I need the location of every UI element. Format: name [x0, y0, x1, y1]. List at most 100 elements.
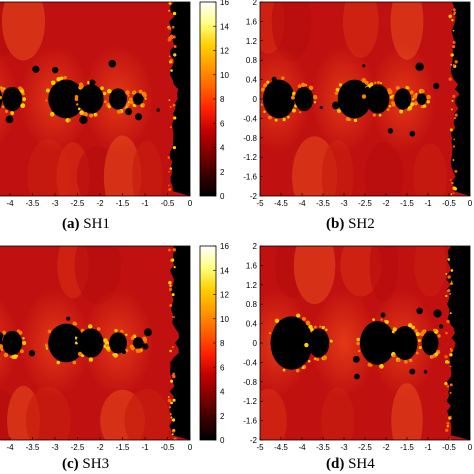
colorbar-tick-label: 2: [220, 168, 225, 177]
fractal-edge-speck: [173, 116, 177, 120]
x-tick-label: -1.5: [400, 199, 414, 208]
fractal-patch: [293, 246, 336, 305]
fractal-fringe: [22, 337, 25, 340]
fractal-edge-speck: [445, 272, 448, 275]
heatmap-panel: -4 -3.5 -3 -2.5 -2 -1.5 -1 -0.5 0 0 2 4 6 8 10 12 14 16: [0, 242, 229, 452]
x-tick-label: -1.5: [116, 199, 130, 208]
fractal-basin: [109, 332, 127, 354]
fractal-fringe: [313, 101, 317, 104]
x-tick-label: -1: [424, 443, 432, 452]
fractal-edge-speck: [171, 418, 176, 422]
fractal-fringe: [410, 102, 415, 107]
fractal-fringe: [377, 81, 380, 84]
colorbar-tick-label: 10: [220, 71, 229, 80]
fractal-fringe: [22, 340, 27, 346]
fractal-fringe: [68, 118, 71, 122]
fractal-fringe: [0, 95, 3, 100]
fractal-fringe: [386, 108, 390, 112]
fractal-fringe: [125, 90, 130, 95]
fractal-edge-speck: [449, 391, 452, 395]
fractal-edge-speck: [173, 44, 177, 49]
fractal-satellite: [0, 332, 4, 340]
colorbar-tick-label: 6: [220, 119, 225, 128]
x-tick-label: -1: [141, 443, 149, 452]
fractal-edge-speck: [450, 269, 454, 272]
fractal-fringe: [103, 91, 107, 96]
colorbar-tick-label: 0: [220, 192, 225, 201]
fractal-satellite: [66, 316, 71, 321]
fractal-fringe: [379, 364, 384, 369]
fractal-fringe: [414, 101, 418, 105]
fractal-edge-speck: [445, 294, 448, 298]
fractal-fringe: [130, 336, 135, 340]
fractal-edge-speck: [168, 170, 170, 173]
x-tick-label: -3.5: [316, 443, 330, 452]
colorbar-tick-label: 2: [220, 412, 225, 421]
fractal-fringe: [142, 103, 145, 106]
fractal-fringe: [129, 97, 133, 102]
fractal-fringe: [77, 107, 81, 111]
fractal-edge-speck: [169, 126, 172, 129]
fractal-fringe: [417, 339, 421, 343]
fractal-fringe: [45, 99, 48, 102]
colorbar-tick-label: 4: [220, 144, 225, 153]
fractal-basin: [132, 93, 144, 105]
fractal-basin: [421, 330, 439, 356]
fractal-edge-speck: [452, 159, 455, 161]
x-tick-label: -3: [340, 199, 348, 208]
fractal-fringe: [97, 327, 101, 331]
fractal-fringe: [437, 334, 441, 338]
fractal-fringe: [0, 86, 3, 89]
fractal-fringe: [274, 118, 278, 122]
fractal-fringe: [22, 97, 27, 102]
fractal-fringe: [89, 113, 94, 118]
fractal-edge-speck: [168, 2, 172, 5]
fractal-basin: [78, 84, 104, 114]
fractal-fringe: [422, 104, 427, 108]
fractal-satellite: [354, 373, 360, 380]
fractal-satellite: [407, 337, 416, 347]
fractal-fringe: [72, 321, 77, 326]
fractal-satellite: [108, 59, 117, 68]
fractal-edge-speck: [447, 320, 450, 324]
fractal-edge-speck: [170, 36, 174, 40]
fractal-fringe: [75, 103, 79, 106]
fractal-edge-speck: [169, 413, 172, 415]
fractal-fringe: [45, 343, 48, 346]
fractal-fringe: [387, 89, 393, 95]
fractal-fringe: [292, 108, 296, 113]
fractal-patch: [260, 388, 287, 440]
fractal-satellite: [416, 307, 423, 315]
fractal-patch: [369, 246, 399, 303]
fractal-basin: [109, 88, 127, 110]
fractal-fringe: [391, 101, 395, 105]
caption-b: (b) SH2: [326, 216, 375, 233]
fractal-fringe: [414, 329, 418, 333]
fractal-patch: [25, 386, 71, 440]
fractal-fringe: [407, 323, 413, 328]
fractal-satellite: [362, 64, 366, 68]
fractal-patch: [74, 246, 121, 305]
colorbar-tick-label: 16: [220, 0, 229, 7]
fractal-edge-speck: [172, 398, 176, 402]
fractal-edge-speck: [445, 331, 448, 335]
fractal-edge-speck: [450, 193, 453, 196]
y-tick-label: -0.4: [243, 114, 257, 123]
fractal-edge-speck: [167, 396, 170, 398]
fractal-edge-speck: [450, 282, 453, 285]
fractal-fringe: [0, 344, 4, 349]
fractal-fringe: [47, 329, 52, 334]
fractal-edge-speck: [169, 303, 173, 307]
fractal-edge-speck: [173, 266, 176, 269]
x-tick-label: -4: [298, 443, 306, 452]
fractal-fringe: [263, 83, 267, 88]
fractal-fringe: [133, 335, 136, 338]
fractal-edge-speck: [172, 248, 176, 252]
x-tick-label: -4: [6, 443, 14, 452]
x-tick-label: -5: [256, 443, 264, 452]
fractal-basin: [270, 316, 313, 370]
x-tick-label: -0.5: [442, 443, 456, 452]
caption-d-tag: (d): [326, 456, 345, 472]
y-tick-label: 1.2: [246, 281, 258, 290]
fractal-edge-speck: [450, 64, 453, 66]
